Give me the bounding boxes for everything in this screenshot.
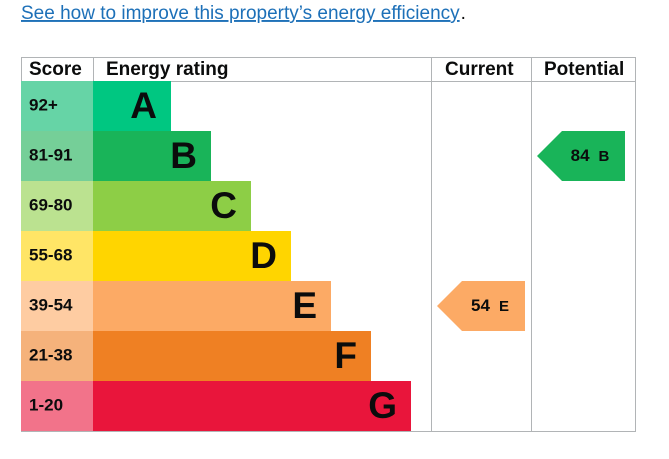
column-header: Current bbox=[445, 59, 514, 80]
score-range: 69-80 bbox=[29, 195, 72, 214]
rating-bar bbox=[93, 281, 331, 331]
column-header: Energy rating bbox=[106, 59, 228, 80]
rating-letter: G bbox=[368, 385, 397, 426]
rating-bar bbox=[93, 331, 371, 381]
score-cell bbox=[21, 331, 93, 381]
score-cell bbox=[21, 81, 93, 131]
column-header: Potential bbox=[544, 59, 624, 80]
score-cell bbox=[21, 131, 93, 181]
rating-letter: F bbox=[334, 335, 357, 376]
potential-label: 84 B bbox=[571, 146, 610, 165]
rating-letter: B bbox=[170, 135, 197, 176]
score-range: 39-54 bbox=[29, 295, 73, 314]
rating-bar bbox=[93, 131, 211, 181]
score-range: 21-38 bbox=[29, 345, 72, 364]
score-cell bbox=[21, 381, 93, 431]
rating-letter: C bbox=[210, 185, 237, 226]
link-suffix: . bbox=[461, 3, 466, 24]
potential-rating: B bbox=[599, 148, 610, 165]
score-range: 92+ bbox=[29, 95, 58, 114]
improve-link[interactable]: See how to improve this property’s energ… bbox=[21, 3, 460, 24]
score-cell bbox=[21, 231, 93, 281]
current-label: 54 E bbox=[471, 296, 509, 315]
potential-score: 84 bbox=[571, 146, 590, 165]
score-range: 81-91 bbox=[29, 145, 72, 164]
rating-letter: A bbox=[130, 85, 157, 126]
rating-letter: E bbox=[292, 285, 317, 326]
rating-bar bbox=[93, 181, 251, 231]
score-cell bbox=[21, 181, 93, 231]
rating-bar bbox=[93, 381, 411, 431]
column-header: Score bbox=[29, 59, 82, 80]
rating-bar bbox=[93, 81, 171, 131]
rating-bar bbox=[93, 231, 291, 281]
current-rating: E bbox=[499, 298, 509, 315]
current-arrow bbox=[437, 281, 525, 331]
potential-arrow bbox=[537, 131, 625, 181]
current-score: 54 bbox=[471, 296, 490, 315]
rating-letter: D bbox=[250, 235, 277, 276]
score-range: 1-20 bbox=[29, 395, 63, 414]
score-cell bbox=[21, 281, 93, 331]
score-range: 55-68 bbox=[29, 245, 72, 264]
